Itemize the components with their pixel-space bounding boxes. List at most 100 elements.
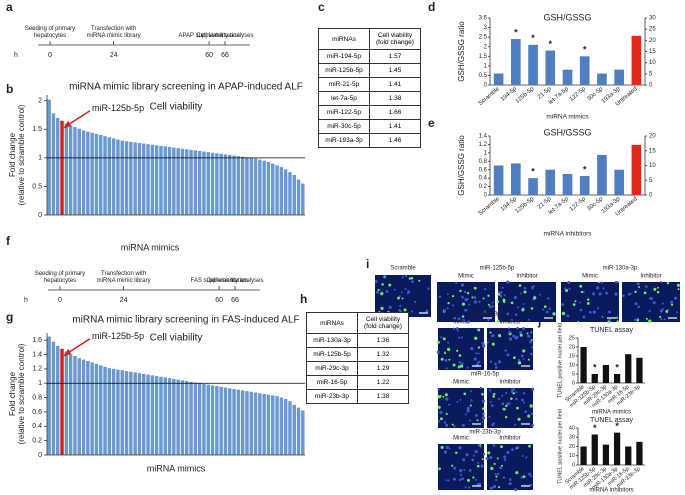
nucleus bbox=[503, 455, 507, 459]
nucleus bbox=[531, 286, 534, 290]
nucleus bbox=[408, 277, 412, 280]
bar bbox=[180, 148, 185, 215]
nucleus bbox=[512, 388, 516, 391]
y-tick-label: 0.2 bbox=[479, 184, 488, 190]
x-tick-label: 125b-5p bbox=[515, 86, 536, 105]
micrograph-label: Inhibitor bbox=[640, 274, 661, 280]
table-cell: miR-30c-5p bbox=[318, 119, 370, 134]
nucleus bbox=[482, 297, 485, 300]
nucleus bbox=[504, 415, 508, 419]
nucleus bbox=[461, 302, 466, 306]
nucleus bbox=[527, 358, 530, 361]
nucleus bbox=[506, 353, 510, 357]
nucleus bbox=[404, 287, 407, 290]
bar bbox=[597, 154, 607, 195]
x-tick-label: let-7a-5p bbox=[548, 196, 571, 216]
y-tick-label: 25 bbox=[569, 335, 575, 341]
bar bbox=[90, 362, 94, 455]
table-row: miR-29c-3p 1.29 bbox=[306, 361, 409, 376]
nucleus bbox=[608, 318, 611, 322]
nucleus bbox=[481, 341, 485, 345]
bar bbox=[511, 163, 521, 195]
bar bbox=[528, 44, 538, 85]
nucleus bbox=[451, 423, 454, 426]
nucleus bbox=[447, 341, 450, 344]
timeline-unit: h bbox=[24, 297, 28, 304]
nucleus bbox=[528, 472, 532, 476]
bar bbox=[185, 149, 189, 215]
bar bbox=[614, 169, 624, 195]
timeline-event-label: FAS supplementation bbox=[190, 278, 248, 284]
bar bbox=[228, 155, 232, 215]
nucleus bbox=[452, 363, 456, 367]
nucleus bbox=[600, 281, 603, 284]
nucleus bbox=[577, 321, 579, 323]
bar bbox=[223, 154, 228, 215]
nucleus bbox=[474, 336, 478, 340]
y-axis-label: (relative to scramble control) bbox=[17, 104, 26, 205]
nucleus bbox=[515, 335, 519, 340]
nucleus bbox=[499, 466, 503, 470]
nucleus bbox=[451, 464, 454, 467]
nucleus bbox=[491, 423, 495, 427]
table-cell: 1.38 bbox=[357, 389, 409, 404]
nucleus bbox=[521, 398, 524, 402]
nucleus bbox=[448, 447, 451, 450]
nucleus bbox=[461, 315, 465, 318]
nucleus bbox=[466, 366, 469, 369]
micrograph-group-title: miR-130a-3p bbox=[603, 266, 638, 272]
nucleus bbox=[519, 333, 523, 337]
y-tick-label: 0 bbox=[572, 380, 575, 386]
bar bbox=[266, 394, 271, 455]
nucleus bbox=[461, 336, 463, 339]
nucleus bbox=[458, 336, 461, 339]
nucleus bbox=[532, 285, 535, 287]
significance-mark: * bbox=[514, 27, 518, 37]
y-tick-label: 20 bbox=[569, 444, 575, 450]
x-axis-label: miRNA inhibitors bbox=[589, 488, 633, 494]
nucleus bbox=[501, 394, 504, 397]
annotation: miR-125b-5p bbox=[92, 103, 144, 113]
y-tick-label: 5 bbox=[572, 371, 575, 377]
table-cell: 1.46 bbox=[369, 133, 421, 148]
nucleus bbox=[652, 301, 656, 305]
nucleus bbox=[510, 318, 514, 322]
nucleus bbox=[531, 346, 534, 349]
nucleus bbox=[491, 334, 495, 338]
y-tick-label: 1.5 bbox=[479, 54, 488, 60]
bar bbox=[133, 372, 137, 455]
nucleus bbox=[474, 449, 478, 454]
y2-tick-label: 15 bbox=[649, 148, 656, 154]
bar bbox=[591, 374, 598, 383]
bar bbox=[120, 140, 124, 215]
bar bbox=[219, 153, 223, 215]
bar bbox=[493, 73, 504, 85]
bar bbox=[51, 341, 56, 455]
nucleus bbox=[403, 308, 407, 312]
nucleus bbox=[496, 319, 500, 323]
x-axis-label: miRNA mimics bbox=[147, 463, 206, 473]
table-cell: 1.41 bbox=[369, 119, 421, 134]
nucleus bbox=[443, 309, 447, 313]
nucleus bbox=[564, 287, 567, 290]
nucleus bbox=[634, 290, 637, 294]
table-cell: miR-16-5p bbox=[306, 375, 358, 390]
nucleus bbox=[520, 476, 524, 479]
table-row: miR-125b-5p 1.32 bbox=[306, 347, 409, 362]
micrograph-group-title: miR-29c-3p bbox=[469, 312, 501, 318]
nucleus bbox=[492, 395, 495, 398]
nucleus bbox=[452, 327, 456, 330]
bar bbox=[116, 139, 120, 215]
nucleus bbox=[574, 300, 577, 303]
nucleus bbox=[510, 301, 514, 305]
nucleus bbox=[445, 423, 449, 427]
nucleus bbox=[436, 350, 440, 354]
nucleus bbox=[442, 395, 445, 398]
nucleus bbox=[526, 332, 529, 335]
bar bbox=[614, 69, 624, 85]
nucleus bbox=[487, 451, 491, 455]
significance-mark: * bbox=[615, 362, 619, 372]
y-tick-label: 15 bbox=[569, 353, 575, 359]
nucleus bbox=[452, 304, 455, 307]
